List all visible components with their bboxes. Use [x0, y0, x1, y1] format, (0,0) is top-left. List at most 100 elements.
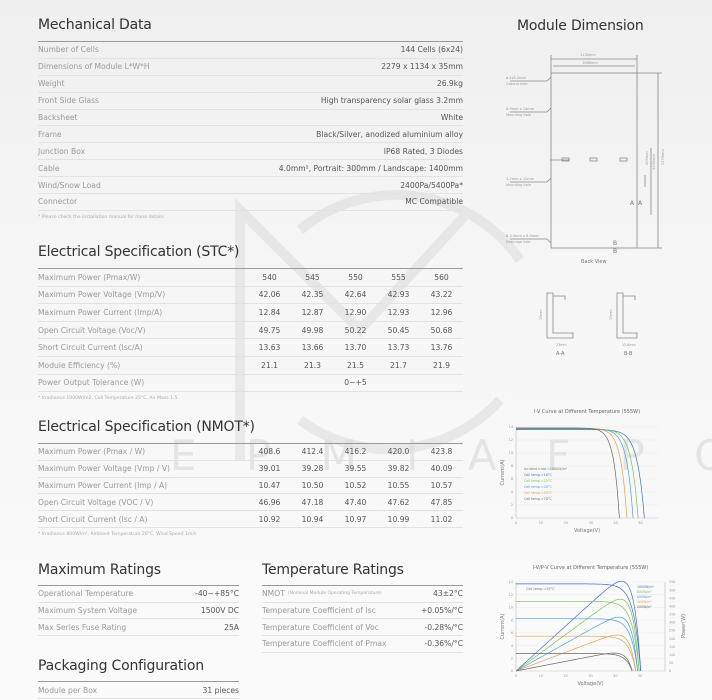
x-tick-label: 50: [638, 674, 642, 678]
y2-tick-label: 150: [669, 645, 675, 649]
row-label: Maximum Power Voltage (Vmp/V): [38, 290, 166, 300]
cell-value: 42.64: [344, 290, 367, 300]
cell-value: 10.57: [430, 480, 453, 490]
x-tick-label: 40: [613, 674, 617, 678]
y2-tick-label: 300: [669, 621, 675, 625]
cell-value: 13.63: [258, 343, 281, 353]
legend-item: 200W/m²: [637, 605, 652, 609]
cell-value: 12.87: [301, 307, 324, 317]
bb-height: 35mm: [609, 309, 613, 320]
cell-value: 39.01: [258, 464, 281, 474]
row-label: Temperature Coefficient of Isc: [262, 606, 376, 616]
cell-value: 50.22: [344, 325, 367, 335]
row-value: High transparency solar glass 3.2mm: [320, 96, 463, 106]
chart-annotation: Cell temp.=25°C: [526, 587, 555, 591]
cell-value: 49.98: [301, 325, 324, 335]
dim-1400: 1400mm: [652, 154, 656, 170]
section-a-marker: A: [630, 200, 635, 207]
row-label: Operational Temperature: [38, 589, 134, 599]
cell-value: 21.1: [261, 360, 278, 370]
x-axis-label: Voltage(V): [577, 681, 603, 687]
row-label: Temperature Coefficient of Voc: [262, 622, 379, 632]
cell-value: 545: [305, 272, 320, 282]
cell-value: 10.50: [301, 480, 324, 490]
row-label: Dimensions of Module L*W*H: [38, 62, 150, 72]
cell-value: 42.35: [301, 290, 324, 300]
cell-value: 10.47: [258, 480, 281, 490]
width-inner-label: 1086mm: [582, 61, 598, 65]
y-tick-label: 14: [509, 580, 513, 584]
section-title: Maximum Ratings: [38, 562, 161, 578]
drainage-hole-label: 8-3.5mm x 8.5mm: [506, 234, 539, 238]
table-row: Temperature Coefficient of Pmax -0.36%/°C: [262, 636, 463, 653]
table-row: Backsheet White: [38, 110, 463, 127]
iv-series-line: [516, 600, 640, 672]
length-label: 2279mm: [661, 149, 665, 165]
cell-value: 49.75: [258, 325, 281, 335]
row-label: Short Circuit Current (Isc / A): [38, 514, 148, 524]
section-b-marker: B: [613, 240, 617, 247]
y-tick-label: 10: [509, 606, 513, 610]
row-value: 2400Pa/5400Pa*: [400, 180, 463, 190]
cell-value: 43.22: [430, 290, 453, 300]
cell-value: 50.45: [387, 325, 410, 335]
footnote: * Irradiance 800W/m², Ambient Temperatur…: [38, 531, 197, 537]
row-label: Frame: [38, 129, 62, 139]
section-b-marker: B: [613, 248, 617, 255]
nmot-section: Electrical Specification (NMOT*) Maximum…: [38, 419, 463, 537]
table-row: Weight 26.9kg: [38, 76, 463, 93]
iv-series-line: [516, 653, 633, 672]
y2-tick-label: 0: [669, 669, 671, 673]
row-label: Max Series Fuse Rating: [38, 622, 127, 632]
y-tick-label: 8: [511, 618, 513, 622]
legend-item: 400W/m²: [637, 600, 652, 604]
table-row: NMOT (Nominal Module Operating Temperatur…: [262, 586, 463, 603]
table-row: Short Circuit Current (Isc / A) 10.92 10.9…: [38, 511, 463, 528]
row-value: White: [440, 113, 463, 122]
row-value: 26.9kg: [436, 79, 463, 89]
cell-value: 47.18: [301, 497, 324, 507]
row-label: Open Circuit Voltage (Voc/V): [38, 325, 146, 335]
iv-series-line: [516, 428, 639, 519]
mechanical-data-section: Mechanical Data Number of Cells 144 Cells…: [38, 17, 463, 220]
row-label: Cable: [38, 163, 60, 173]
y-tick-label: 4: [511, 490, 513, 494]
cell-value: 408.6: [258, 447, 281, 457]
cell-value: 39.82: [387, 464, 410, 474]
cell-value: 13.70: [344, 343, 367, 353]
chart-title: I-V/P-V Curve at Different Temperature (…: [533, 565, 649, 571]
pv-series-line: [515, 580, 642, 672]
table-row: Front Side Glass High transparency solar …: [38, 93, 463, 110]
y-tick-label: 6: [511, 631, 513, 635]
table-row: Connector MC Compatible: [38, 194, 463, 211]
cell-value: 13.76: [430, 343, 453, 353]
iv-series-line: [516, 635, 637, 672]
cell-value: 412.4: [301, 447, 324, 457]
section-a-marker: A: [638, 200, 643, 207]
cell-value: 540: [262, 272, 277, 282]
y2-tick-label: 250: [669, 629, 675, 633]
aa-height: 35mm: [539, 309, 543, 320]
y-tick-label: 0: [511, 516, 513, 520]
x-tick-label: 20: [564, 521, 568, 525]
row-label: Backsheet: [38, 113, 78, 122]
table-row: Max Series Fuse Rating 25A: [38, 619, 239, 637]
y-tick-label: 0: [511, 669, 513, 673]
row-value: MC Compatible: [405, 197, 463, 207]
table-row: Temperature Coefficient of Isc +0.05%/°C: [262, 603, 463, 620]
cell-value: 10.92: [258, 514, 281, 524]
legend-item: Cell temp.=10°C: [524, 473, 552, 477]
cell-value: 11.02: [430, 514, 453, 524]
cell-value: 420.0: [387, 447, 410, 457]
x-tick-label: 30: [588, 674, 592, 678]
pv-series-line: [515, 634, 637, 672]
legend-item: Cell temp.=25°C: [524, 479, 552, 483]
cell-value: 10.52: [344, 480, 367, 490]
y2-tick-label: 500: [669, 588, 675, 592]
y-tick-label: 14: [509, 425, 513, 429]
module-dimension-title: Module Dimension: [517, 18, 644, 34]
section-title: Electrical Specification (STC*): [38, 244, 240, 260]
footnote: * Irradiance 1000W/m2, Cell Temperature …: [38, 396, 178, 402]
y2-axis-label: Power(W): [681, 614, 687, 638]
